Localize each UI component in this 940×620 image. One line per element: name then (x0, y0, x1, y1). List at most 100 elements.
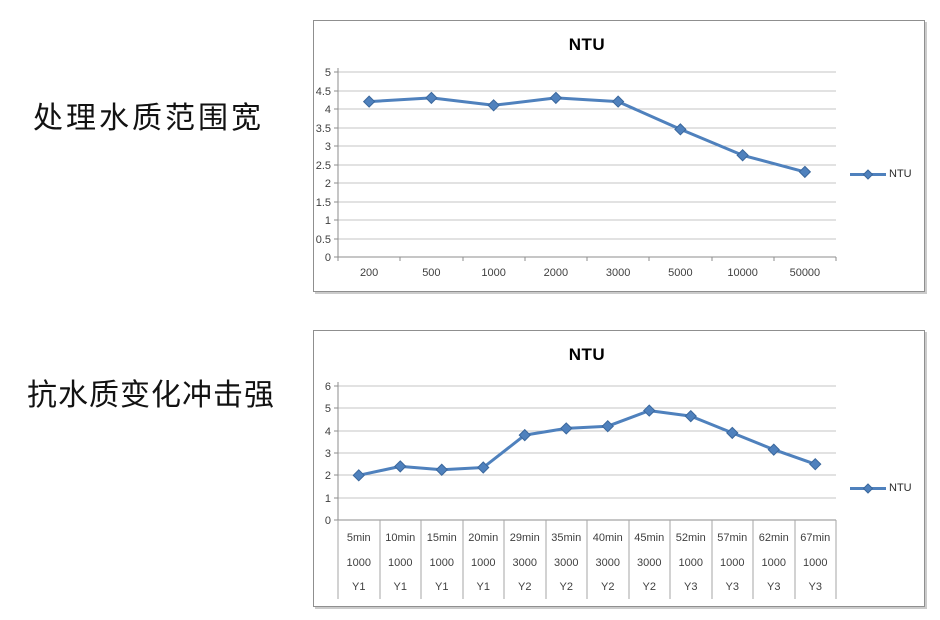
category-table-cell: 52min (676, 532, 706, 544)
x-axis-ticks (337, 257, 837, 261)
category-table-cell: Y2 (518, 581, 531, 593)
category-table: 5min 10min 15min 20min 29min 35min 40min 45min 5… (337, 520, 837, 599)
category-table-cell: 40min (593, 532, 623, 544)
y-tick-label: 2 (325, 178, 331, 190)
category-table-cell: 45min (634, 532, 664, 544)
caption-top: 处理水质范围宽 (33, 102, 264, 135)
category-table-cell: 3000 (596, 557, 620, 569)
data-point-marker (362, 95, 376, 108)
data-point-marker (487, 99, 500, 112)
x-axis-labels: 200 500 1000 2000 3000 5000 10000 50000 (360, 267, 820, 279)
caption-bottom: 抗水质变化冲击强 (27, 379, 275, 412)
category-table-cell: 3000 (637, 557, 661, 569)
x-tick-label: 500 (422, 267, 440, 279)
category-table-cell: Y1 (352, 581, 365, 593)
gridlines (334, 71, 836, 258)
category-table-cell: 1000 (430, 557, 454, 569)
x-tick-label: 3000 (606, 267, 630, 279)
y-tick-label: 6 (325, 381, 331, 393)
axes (337, 68, 836, 258)
category-table-cell: Y1 (435, 581, 448, 593)
category-table-cell: 1000 (720, 557, 744, 569)
legend-line-marker-icon (850, 168, 886, 180)
data-point-marker (549, 91, 563, 105)
y-tick-label: 3 (325, 448, 331, 460)
data-point-marker (809, 457, 822, 471)
data-series (352, 404, 822, 482)
category-table-cell: 29min (510, 532, 540, 544)
chart-title: NTU (568, 345, 606, 364)
axes (337, 382, 836, 521)
category-table-cell: 67min (800, 532, 830, 544)
category-table-cell: Y3 (767, 581, 780, 593)
chart-plot-area: 6 5 4 3 2 1 0 5min 10min 15min 20min 29min 35min 40mi… (325, 381, 837, 599)
category-table-cell: 20min (468, 532, 498, 544)
category-table-cell: Y2 (560, 581, 573, 593)
category-table-cell: 5min (347, 532, 371, 544)
category-table-cell: 3000 (554, 557, 578, 569)
category-table-cell: 62min (759, 532, 789, 544)
y-axis-labels: 5 4.5 4 3.5 3 2.5 2 1.5 1 0.5 0 (316, 67, 331, 264)
y-axis-labels: 6 5 4 3 2 1 0 (325, 381, 331, 527)
category-table-cell: 1000 (803, 557, 827, 569)
category-table-cell: Y3 (726, 581, 739, 593)
category-table-cell: 57min (717, 532, 747, 544)
data-point-marker (352, 469, 365, 482)
y-tick-label: 5 (325, 403, 331, 415)
category-table-cell: 15min (427, 532, 457, 544)
data-point-marker (425, 91, 438, 105)
data-point-marker (674, 123, 687, 136)
y-tick-label: 4 (325, 426, 331, 438)
y-tick-label: 3.5 (316, 123, 331, 135)
chart-title: NTU (568, 35, 606, 54)
chart-plot-area: 5 4.5 4 3.5 3 2.5 2 1.5 1 0.5 0 200 500 1000 2000 3000 5… (316, 67, 837, 279)
y-tick-label: 5 (325, 67, 331, 79)
chart-shock-resistance: NTU 6 5 4 3 2 1 0 5min 10min 15min 20min 29min 35min… (313, 330, 925, 607)
data-point-marker (394, 460, 407, 473)
x-tick-label: 10000 (727, 267, 758, 279)
category-table-cell: Y2 (601, 581, 614, 593)
legend-label: NTU (889, 482, 912, 494)
chart-legend: NTU (850, 168, 912, 180)
category-table-cell: 1000 (471, 557, 495, 569)
data-point-marker (767, 443, 780, 456)
category-table-cell: 3000 (513, 557, 537, 569)
y-tick-label: 0 (325, 252, 331, 264)
category-table-cell: 35min (551, 532, 581, 544)
data-point-marker (798, 165, 812, 179)
category-table-cell: Y1 (394, 581, 407, 593)
data-series (362, 91, 812, 179)
x-tick-label: 2000 (544, 267, 568, 279)
y-tick-label: 0 (325, 515, 331, 527)
data-point-marker (601, 419, 614, 433)
chart-turbidity-range: NTU 5 4.5 4 3.5 3 2.5 2 1.5 1 0.5 0 200 500 1000 2000 3… (313, 20, 925, 292)
category-table-cell: 1000 (679, 557, 703, 569)
y-tick-label: 1.5 (316, 197, 331, 209)
category-table-cell: 1000 (762, 557, 786, 569)
y-tick-label: 3 (325, 141, 331, 153)
legend-line-marker-icon (850, 482, 886, 494)
category-table-cell: Y2 (643, 581, 656, 593)
y-tick-label: 4 (325, 104, 331, 116)
gridlines (334, 385, 836, 521)
data-point-marker (643, 404, 656, 417)
category-table-cell: Y3 (684, 581, 697, 593)
chart-legend: NTU (850, 482, 912, 494)
y-tick-label: 1 (325, 215, 331, 227)
data-point-marker (560, 422, 573, 435)
y-tick-label: 2 (325, 470, 331, 482)
y-tick-label: 4.5 (316, 86, 331, 98)
x-tick-label: 5000 (668, 267, 692, 279)
y-tick-label: 1 (325, 493, 331, 505)
data-point-marker (435, 463, 448, 476)
category-table-cell: Y1 (477, 581, 490, 593)
y-tick-label: 0.5 (316, 234, 331, 246)
x-tick-label: 200 (360, 267, 378, 279)
data-point-marker (726, 426, 739, 440)
category-table-cell: 1000 (347, 557, 371, 569)
category-table-cell: Y3 (809, 581, 822, 593)
data-point-marker (477, 461, 490, 474)
data-point-marker (684, 409, 697, 423)
category-table-cell: 10min (385, 532, 415, 544)
